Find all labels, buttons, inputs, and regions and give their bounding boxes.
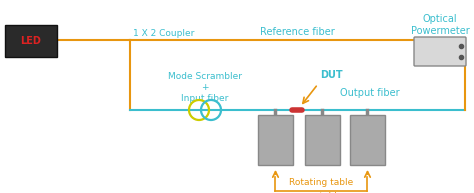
Text: DUT: DUT: [320, 70, 343, 80]
Bar: [350, 115, 385, 165]
Bar: [258, 115, 293, 165]
Text: Mode Scrambler
+
Input fiber: Mode Scrambler + Input fiber: [168, 72, 242, 103]
Text: LED: LED: [20, 36, 41, 46]
Text: Rotating table: Rotating table: [289, 178, 354, 187]
Bar: [5, 25, 57, 57]
Text: Output fiber: Output fiber: [340, 88, 400, 98]
Text: Reference fiber: Reference fiber: [260, 27, 335, 37]
Bar: [305, 115, 340, 165]
Text: Optical
Powermeter: Optical Powermeter: [410, 14, 469, 36]
Text: xyz table: xyz table: [301, 192, 342, 193]
FancyBboxPatch shape: [414, 37, 466, 66]
Text: 1 X 2 Coupler: 1 X 2 Coupler: [133, 29, 194, 38]
